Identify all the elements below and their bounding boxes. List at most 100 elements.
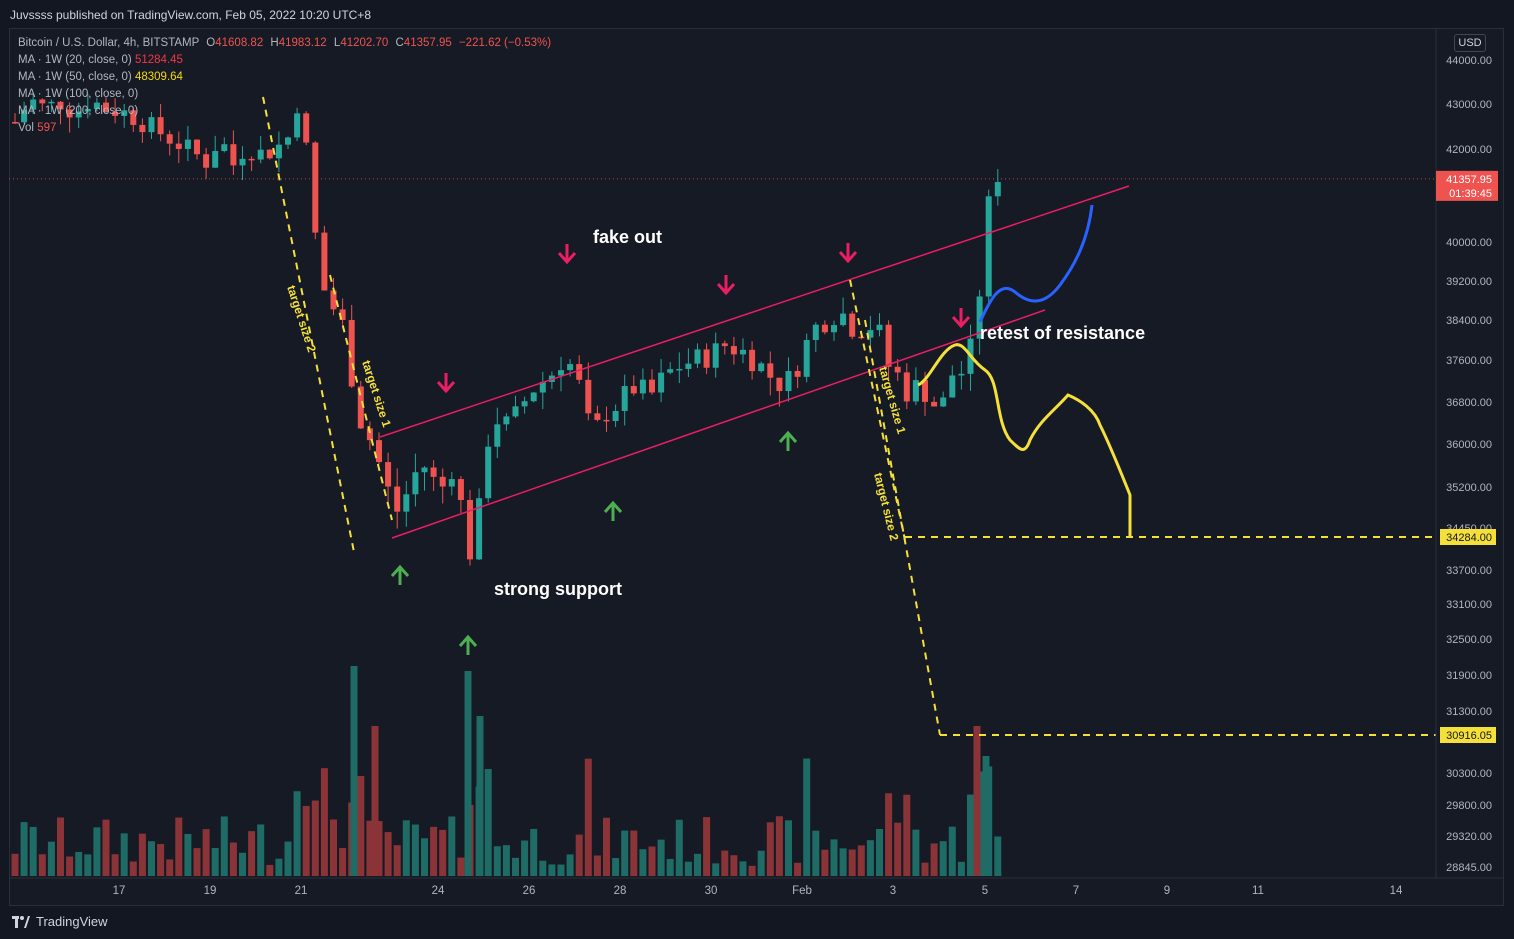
candle-body [494,424,501,447]
candle-body [339,309,346,320]
volume-bar [375,821,383,876]
candle-body [785,370,792,392]
volume-bar [930,843,938,876]
low-label: L [333,37,341,49]
candle-body [48,101,55,104]
volume-bar [129,861,137,876]
time-tick-label: 14 [1390,885,1403,897]
high-label: H [270,37,279,49]
ma50-label: MA · 1W (50, close, 0) [18,71,132,83]
volume-bar [11,853,19,876]
candle-body [949,375,956,398]
candle-body [630,386,637,394]
volume-bar [248,831,256,876]
candle-body [749,349,756,372]
volume-bar [430,826,438,876]
candle-body [321,232,328,291]
volume-bar [350,666,358,876]
candle-body [130,110,137,125]
candle-body [776,377,783,392]
volume-bar [657,839,665,876]
candle-body [57,101,64,110]
chart-pane[interactable] [9,28,1504,906]
volume-bar [766,822,774,876]
volume-bar [694,853,701,876]
candle-body [612,410,619,422]
volume-bar [621,830,629,876]
candle-body [885,324,892,367]
price-tick-label: 38400.00 [1446,315,1492,327]
countdown-label: 01:39:45 [1449,188,1492,200]
candle-body [703,349,710,368]
candle-body [257,149,264,160]
candle-body [112,111,119,116]
candle-body [576,364,583,380]
volume-bar [371,726,379,876]
price-tick-label: 33700.00 [1446,565,1492,577]
candle-body [239,158,246,166]
candle-body [903,372,910,402]
volume-bar [876,829,883,876]
target-line-right-2 [864,319,941,736]
volume-bar [982,756,990,876]
candle-body [976,296,983,339]
candle-body [385,462,392,487]
volume-bar [539,860,547,876]
close-label: C [395,37,404,49]
candle-body [166,134,173,144]
volume-bar [921,862,929,876]
volume-bar [785,820,792,876]
time-tick-label: 11 [1252,885,1264,897]
candle-body [931,401,938,407]
candle-body [30,99,37,110]
volume-bar [903,794,911,876]
price-tick-label: 42000.00 [1446,144,1492,156]
candlesticks [12,93,1001,566]
bottom-bar [0,906,1514,939]
volume-bar [584,758,592,876]
candle-body [175,143,182,149]
volume-bar [175,817,183,876]
currency-button[interactable]: USD [1454,34,1486,52]
price-tick-label: 43000.00 [1446,99,1492,111]
candle-body [594,413,601,420]
buy-arrow-icon [390,564,410,585]
channel-lower [391,309,1046,539]
candle-body [394,486,401,512]
candle-body [312,142,319,233]
candle-body [275,144,282,159]
candle-body [139,124,146,133]
candle-body [412,472,419,495]
price-tick-label: 36000.00 [1446,439,1492,451]
candle-body [658,372,665,393]
candle-body [248,158,255,161]
candle-body [230,144,237,166]
candle-body [403,494,410,512]
volume-bar [47,841,55,876]
ma50-value: 48309.64 [134,71,183,83]
candle-body [184,139,191,149]
time-axis: 17 19 21 24 26 28 30 Feb 3 5 7 9 11 14 [9,877,1504,897]
candle-body [922,380,928,402]
candle-body [894,366,901,373]
time-tick-label: 21 [295,885,308,897]
volume-bar [148,841,155,876]
volume-bar [575,834,583,876]
candle-body [103,102,109,112]
candle-body [876,324,883,331]
sell-arrow-icon [436,373,456,394]
candle-body [994,182,1001,197]
time-tick-label: 9 [1164,885,1170,897]
volume-bar [493,846,501,876]
candle-body [303,113,310,143]
volume-bar [630,830,638,876]
volume-bar [421,838,428,876]
candle-body [439,476,446,487]
price-tick-label: 30300.00 [1446,768,1492,780]
candle-body [940,397,947,407]
volume-bar [402,820,410,876]
tradingview-logo[interactable]: TradingView [12,914,108,929]
ma100-row: MA · 1W (100, close, 0) [18,86,551,103]
volume-bar [211,848,219,876]
